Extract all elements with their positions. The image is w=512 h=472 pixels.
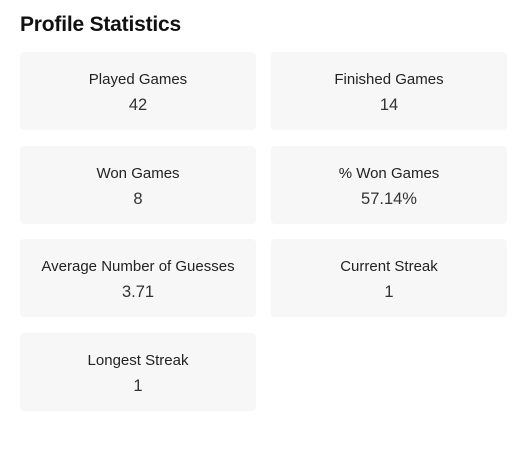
stat-value: 57.14% — [361, 190, 417, 208]
stat-label: Average Number of Guesses — [41, 258, 235, 275]
stat-value: 14 — [379, 96, 399, 114]
stat-card-average-guesses: Average Number of Guesses 3.71 — [20, 239, 256, 317]
stat-label: Won Games — [96, 165, 180, 182]
stat-label: Longest Streak — [87, 352, 189, 369]
stat-label: Finished Games — [334, 71, 444, 88]
stat-label: % Won Games — [338, 165, 440, 182]
stat-value: 1 — [384, 283, 394, 301]
stat-card-won-percentage: % Won Games 57.14% — [271, 146, 507, 224]
stat-value: 1 — [133, 377, 143, 395]
stat-card-longest-streak: Longest Streak 1 — [20, 333, 256, 411]
stat-label: Current Streak — [340, 258, 438, 275]
stat-card-finished-games: Finished Games 14 — [271, 52, 507, 130]
stat-value: 42 — [128, 96, 148, 114]
stat-value: 3.71 — [121, 283, 155, 301]
stat-value: 8 — [133, 190, 143, 208]
stat-card-played-games: Played Games 42 — [20, 52, 256, 130]
stat-card-current-streak: Current Streak 1 — [271, 239, 507, 317]
stat-card-won-games: Won Games 8 — [20, 146, 256, 224]
page-title: Profile Statistics — [20, 13, 181, 36]
stat-label: Played Games — [88, 71, 188, 88]
